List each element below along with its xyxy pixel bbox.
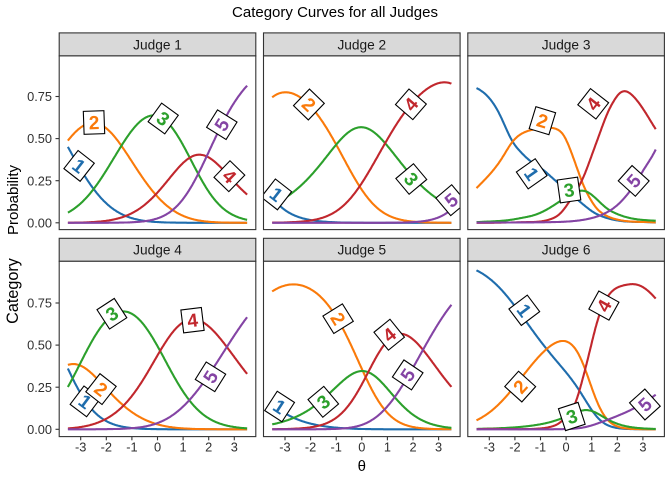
- svg-text:3: 3: [562, 180, 575, 202]
- svg-text:1: 1: [180, 440, 187, 455]
- svg-text:θ: θ: [358, 458, 366, 475]
- svg-text:Probability: Probability: [5, 164, 22, 235]
- svg-text:1: 1: [588, 440, 595, 455]
- svg-text:Judge 4: Judge 4: [133, 243, 182, 258]
- svg-text:Judge 2: Judge 2: [337, 37, 386, 52]
- svg-text:0.50: 0.50: [27, 338, 52, 353]
- svg-text:-1: -1: [331, 440, 342, 455]
- svg-text:0.00: 0.00: [27, 422, 52, 437]
- svg-text:1: 1: [384, 440, 391, 455]
- svg-text:2: 2: [88, 113, 99, 134]
- svg-text:3: 3: [231, 440, 238, 455]
- svg-text:3: 3: [435, 440, 442, 455]
- svg-text:4: 4: [186, 310, 199, 332]
- svg-text:0: 0: [563, 440, 570, 455]
- svg-text:-3: -3: [484, 440, 495, 455]
- svg-text:Judge 5: Judge 5: [337, 243, 386, 258]
- svg-text:0: 0: [154, 440, 161, 455]
- svg-text:2: 2: [614, 440, 621, 455]
- svg-text:-2: -2: [509, 440, 520, 455]
- svg-text:2: 2: [205, 440, 212, 455]
- svg-text:Judge 3: Judge 3: [542, 37, 591, 52]
- svg-text:0: 0: [358, 440, 365, 455]
- svg-text:0.75: 0.75: [27, 89, 52, 104]
- svg-text:-1: -1: [126, 440, 137, 455]
- svg-text:0.75: 0.75: [27, 296, 52, 311]
- svg-text:0.50: 0.50: [27, 131, 52, 146]
- svg-text:0.00: 0.00: [27, 215, 52, 230]
- svg-text:2: 2: [409, 440, 416, 455]
- svg-text:0.25: 0.25: [27, 173, 52, 188]
- svg-text:3: 3: [639, 440, 646, 455]
- svg-text:Category Curves for all Judges: Category Curves for all Judges: [232, 4, 438, 21]
- svg-text:Judge 1: Judge 1: [133, 37, 182, 52]
- svg-text:Category: Category: [4, 257, 22, 324]
- svg-text:0.25: 0.25: [27, 380, 52, 395]
- svg-text:-2: -2: [101, 440, 112, 455]
- svg-text:-3: -3: [75, 440, 86, 455]
- svg-text:-3: -3: [279, 440, 290, 455]
- svg-text:Judge 6: Judge 6: [542, 243, 591, 258]
- svg-text:-2: -2: [305, 440, 316, 455]
- svg-text:-1: -1: [535, 440, 546, 455]
